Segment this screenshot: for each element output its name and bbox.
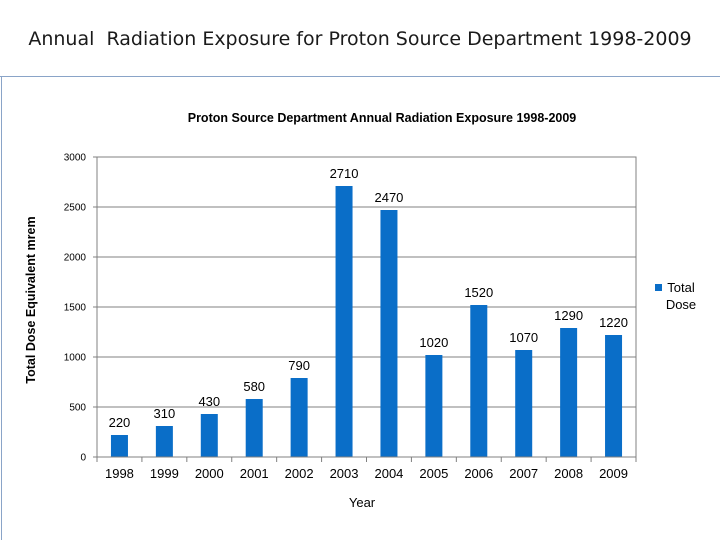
data-labels: 220 310 430 580 790 2710 2470 1020 1520 1070 1290 1…: [109, 166, 628, 430]
x-tick-label: 2008: [554, 466, 583, 481]
bar-2006: [470, 305, 488, 457]
bar-2000: [200, 414, 218, 457]
bar-2007: [515, 350, 533, 457]
y-tick-label: 2500: [64, 203, 87, 214]
bar-2003: [335, 186, 353, 457]
data-label: 1520: [464, 285, 493, 300]
bar-2004: [380, 210, 398, 457]
data-label: 2470: [374, 190, 403, 205]
bars: [110, 186, 623, 457]
x-tick-label: 1998: [105, 466, 134, 481]
left-border-rule: [1, 77, 2, 540]
data-label: 1220: [599, 315, 628, 330]
axes: 0 500 1000 1500 2000 2500 3000 1998 1999 2000 2001…: [64, 153, 637, 481]
data-label: 430: [198, 394, 220, 409]
data-label: 310: [154, 406, 176, 421]
chart-title: Proton Source Department Annual Radiatio…: [188, 111, 577, 125]
y-tick-label: 3000: [64, 153, 87, 164]
data-label: 220: [109, 415, 131, 430]
bar-1999: [155, 426, 173, 457]
legend: Total Dose: [655, 280, 696, 312]
x-tick-label: 1999: [150, 466, 179, 481]
data-label: 2710: [330, 166, 359, 181]
y-tick-label: 1000: [64, 353, 87, 364]
x-tick-label: 2007: [509, 466, 538, 481]
bar-2009: [605, 335, 623, 457]
data-label: 580: [243, 379, 265, 394]
y-axis-label: Total Dose Equivalent mrem: [24, 216, 38, 383]
x-tick-label: 2000: [195, 466, 224, 481]
y-tick-label: 1500: [64, 303, 87, 314]
y-tick-label: 2000: [64, 253, 87, 264]
slide-title: Annual Radiation Exposure for Proton Sou…: [28, 28, 692, 50]
data-label: 1070: [509, 330, 538, 345]
x-tick-label: 2005: [419, 466, 448, 481]
bar-2005: [425, 355, 443, 457]
x-tick-label: 2006: [464, 466, 493, 481]
bar-2008: [560, 328, 578, 457]
bar-2002: [290, 378, 308, 457]
legend-swatch: [655, 284, 662, 291]
data-label: 1020: [419, 335, 448, 350]
bar-1998: [110, 435, 128, 457]
gridlines: [97, 206, 636, 408]
x-tick-label: 2003: [330, 466, 359, 481]
x-tick-label: 2002: [285, 466, 314, 481]
y-tick-label: 0: [80, 453, 86, 464]
x-axis-label: Year: [349, 495, 376, 510]
x-tick-label: 2001: [240, 466, 269, 481]
legend-label: Total Dose: [666, 280, 696, 312]
x-tick-label: 2004: [374, 466, 403, 481]
title-divider: [0, 76, 720, 77]
x-tick-label: 2009: [599, 466, 628, 481]
y-tick-label: 500: [69, 403, 86, 414]
data-label: 1290: [554, 308, 583, 323]
data-label: 790: [288, 358, 310, 373]
bar-2001: [245, 399, 263, 457]
